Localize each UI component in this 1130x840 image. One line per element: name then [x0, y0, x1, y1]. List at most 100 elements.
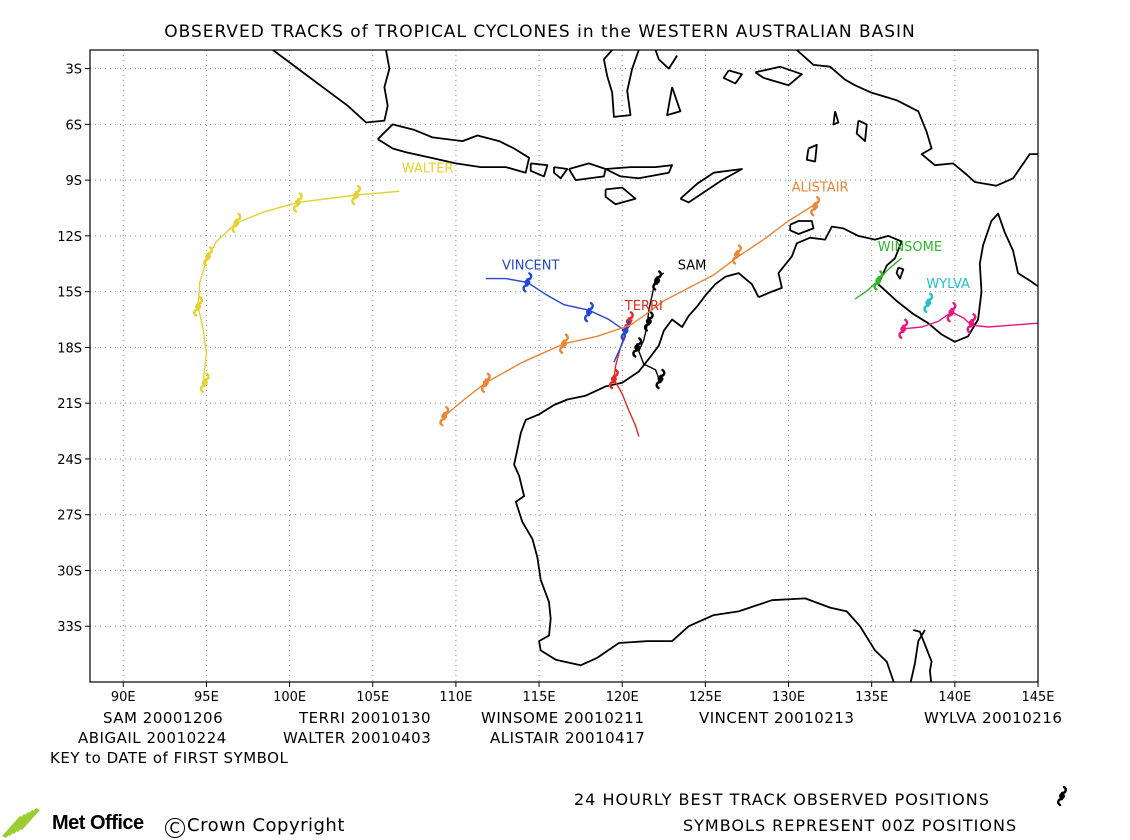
copyright: C Crown Copyright	[165, 815, 345, 838]
key-terri: TERRI 20010130	[299, 709, 432, 727]
coastline	[855, 119, 868, 143]
label-sam: SAM	[678, 258, 707, 273]
cyclone-symbol-sam-icon	[632, 337, 643, 358]
coastline	[895, 266, 905, 280]
coastline	[605, 164, 673, 180]
cyclone-symbol-walter-icon	[199, 372, 210, 393]
cyclone-symbol-alistair-icon	[439, 405, 450, 427]
legend-line-2: SYMBOLS REPRESENT 00Z POSITIONS	[683, 816, 1018, 835]
label-walter: WALTER	[402, 162, 454, 177]
y-tick-label: 24S	[57, 453, 82, 468]
cyclone-symbol-winsome-icon	[873, 270, 884, 291]
label-winsome: WINSOME	[878, 240, 942, 255]
y-tick-label: 27S	[57, 509, 82, 524]
x-tick-label: 95E	[194, 690, 219, 705]
cyclone-symbol-walter-icon	[292, 192, 303, 213]
met-office-logo-icon	[2, 808, 40, 838]
cyclone-symbol-walter-icon	[351, 184, 362, 206]
cyclone-symbol-vincent-icon	[584, 301, 594, 323]
y-tick-label: 3S	[65, 63, 82, 78]
x-tick-label: 110E	[439, 690, 472, 705]
cyclone-symbol-walter-icon	[193, 296, 204, 317]
legend-line-1: 24 HOURLY BEST TRACK OBSERVED POSITIONS	[574, 790, 990, 809]
coastline	[796, 50, 1038, 187]
coastline	[679, 168, 743, 204]
cyclone-symbol-alistair-icon	[732, 244, 742, 265]
cyclone-symbol-wylva-icon	[923, 292, 934, 313]
coastline	[754, 65, 803, 87]
label-alistair: ALISTAIR	[792, 180, 849, 195]
x-tick-label: 100E	[273, 690, 306, 705]
coastline	[568, 162, 607, 182]
y-tick-label: 18S	[57, 341, 82, 356]
chart-title: OBSERVED TRACKS of TROPICAL CYCLONES in …	[164, 22, 916, 42]
y-tick-label: 15S	[57, 286, 82, 301]
key-caption: KEY to DATE of FIRST SYMBOL	[50, 749, 289, 767]
coastline	[603, 50, 640, 118]
coastline	[666, 86, 682, 116]
x-tick-label: 135E	[855, 690, 888, 705]
cyclone-symbol-terri-icon	[608, 368, 619, 390]
coastline	[722, 69, 743, 85]
axis-ticks: 90E 95E 100E 105E 110E 115E 120E 125E 130E 135E 14…	[57, 63, 1054, 705]
y-tick-label: 12S	[57, 230, 82, 245]
cyclone-symbol-vincent-icon	[522, 272, 533, 293]
coastline	[513, 272, 895, 682]
x-tick-label: 145E	[1021, 690, 1054, 705]
track-alistair	[443, 203, 816, 417]
logo-stripe	[18, 808, 40, 830]
track-abigail	[903, 311, 1038, 330]
track-walter	[197, 190, 400, 383]
y-tick-label: 9S	[65, 174, 82, 189]
legend-symbol	[1057, 785, 1067, 807]
track-terri	[613, 319, 640, 437]
copyright-icon: C	[165, 818, 185, 838]
cyclone-symbol-sam-icon	[655, 368, 666, 390]
y-tick-label: 21S	[57, 397, 82, 412]
label-terri: TERRI	[624, 299, 663, 314]
x-tick-label: 120E	[606, 690, 639, 705]
cyclone-tracks	[193, 184, 1038, 437]
coastline	[377, 123, 530, 174]
label-vincent: VINCENT	[502, 258, 559, 273]
key-vincent: VINCENT 20010213	[699, 709, 855, 727]
storm-labels: SAM TERRI WINSOME VINCENT WYLVA WALTER ALISTAI…	[402, 162, 970, 315]
coastline	[832, 111, 840, 126]
x-tick-label: 105E	[356, 690, 389, 705]
y-tick-label: 33S	[57, 620, 82, 635]
coastline	[529, 162, 549, 178]
x-tick-label: 130E	[772, 690, 805, 705]
y-tick-label: 6S	[65, 118, 82, 133]
cyclone-symbol-alistair-icon	[559, 333, 569, 354]
coastlines	[272, 50, 1038, 682]
coastline	[913, 629, 933, 682]
coastline	[272, 50, 391, 124]
map-frame	[89, 49, 1039, 683]
cyclone-symbol-legend-icon	[1057, 785, 1067, 807]
key-abigail: ABIGAIL 20010224	[78, 729, 227, 747]
coastline	[654, 50, 678, 70]
key-alistair: ALISTAIR 20010417	[490, 729, 646, 747]
coastline	[758, 212, 1038, 343]
coastline	[805, 143, 818, 163]
key-winsome: WINSOME 20010211	[481, 709, 645, 727]
label-wylva: WYLVA	[926, 277, 970, 292]
cyclone-symbol-abigail-icon	[898, 318, 909, 340]
cyclone-symbol-alistair-icon	[480, 372, 491, 393]
x-tick-label: 140E	[938, 690, 971, 705]
cyclone-symbol-abigail-icon	[946, 301, 957, 323]
y-tick-label: 30S	[57, 564, 82, 579]
cyclone-symbol-alistair-icon	[810, 195, 821, 217]
x-tick-label: 90E	[111, 690, 136, 705]
cyclone-symbol-abigail-icon	[966, 313, 977, 334]
cyclone-symbol-sam-icon	[643, 311, 654, 332]
coastline	[604, 186, 637, 206]
x-tick-label: 115E	[523, 690, 556, 705]
x-tick-label: 125E	[689, 690, 722, 705]
met-office-logo-text: Met Office	[52, 812, 144, 834]
coastline	[553, 166, 569, 180]
key-walter: WALTER 20010403	[283, 729, 432, 747]
key-wylva: WYLVA 20010216	[924, 709, 1063, 727]
key-sam: SAM 20001206	[103, 709, 224, 727]
